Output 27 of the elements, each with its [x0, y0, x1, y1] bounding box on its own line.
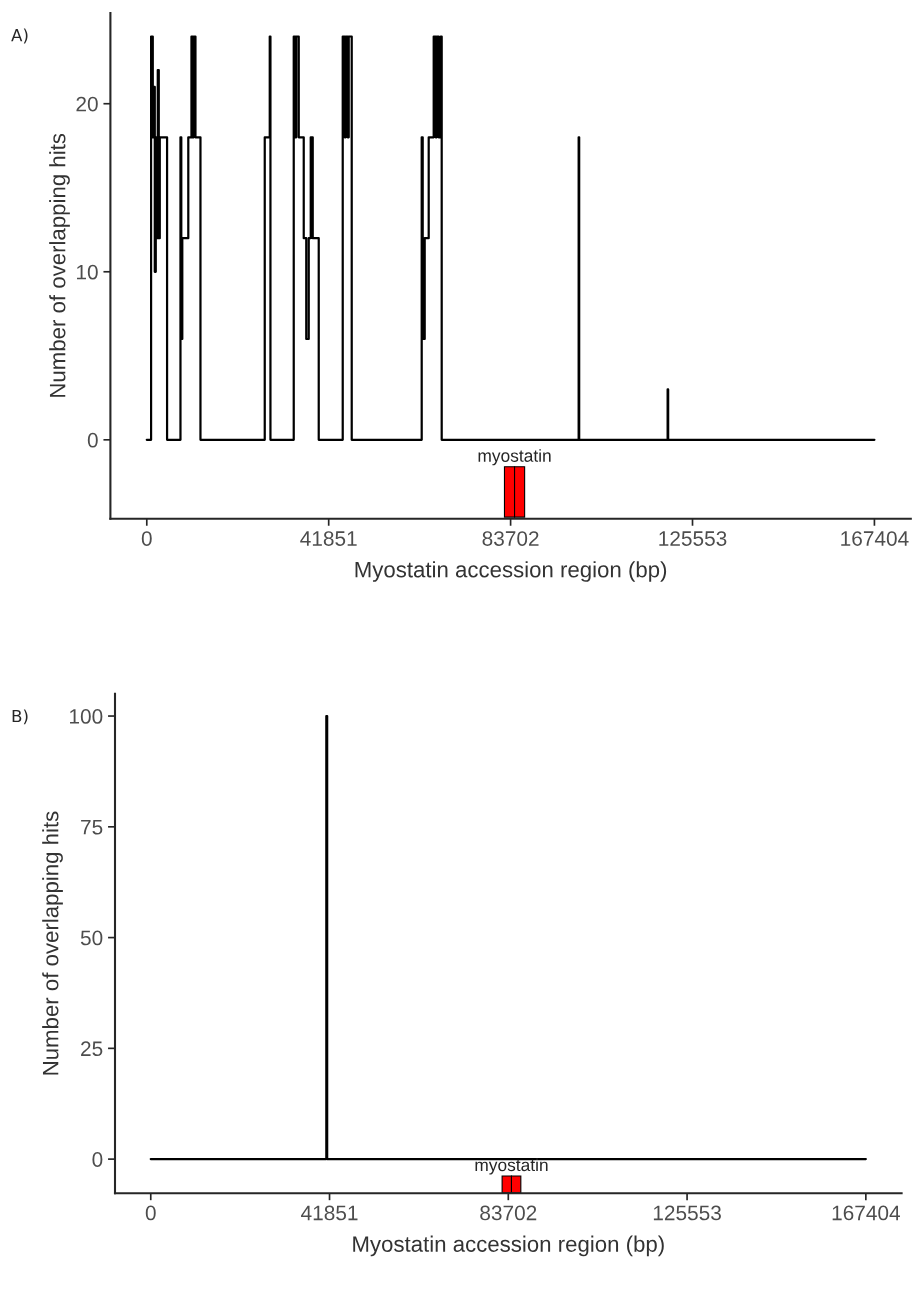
- x-tick-label: 0: [145, 1205, 156, 1221]
- line-series: [145, 35, 876, 441]
- x-tick-label: 41851: [300, 531, 357, 546]
- y-tick-label: 10: [77, 264, 98, 280]
- annotation: myostatin: [478, 449, 551, 466]
- x-tick-label: 125553: [653, 1205, 721, 1221]
- x-tick-label: 83702: [482, 531, 539, 546]
- text: B): [12, 709, 28, 725]
- y-axis-title: Number of overlapping hits: [42, 811, 63, 1075]
- y-tick-label: 100: [70, 709, 103, 724]
- x-axis-title: Myostatin accession region (bp): [353, 1235, 664, 1257]
- text: A): [11, 28, 28, 44]
- annotation: myostatin: [475, 1158, 548, 1175]
- y-tick-label: 0: [92, 1152, 103, 1167]
- y-axis-title: Number of overlapping hits: [49, 133, 70, 397]
- y-tick-label: 0: [87, 432, 98, 448]
- x-tick-label: 0: [141, 531, 152, 546]
- x-tick-label: 167404: [841, 531, 909, 546]
- y-tick-label: 75: [81, 820, 103, 835]
- x-tick-label: 41851: [301, 1205, 358, 1221]
- x-tick-label: 125553: [659, 531, 727, 546]
- y-tick-label: 50: [80, 930, 103, 946]
- y-tick-label: 20: [76, 96, 98, 112]
- x-tick-label: 83702: [480, 1205, 537, 1221]
- x-axis-title: Myostatin accession region (bp): [355, 561, 667, 582]
- y-tick-label: 25: [81, 1041, 103, 1057]
- x-tick-label: 167404: [832, 1205, 900, 1221]
